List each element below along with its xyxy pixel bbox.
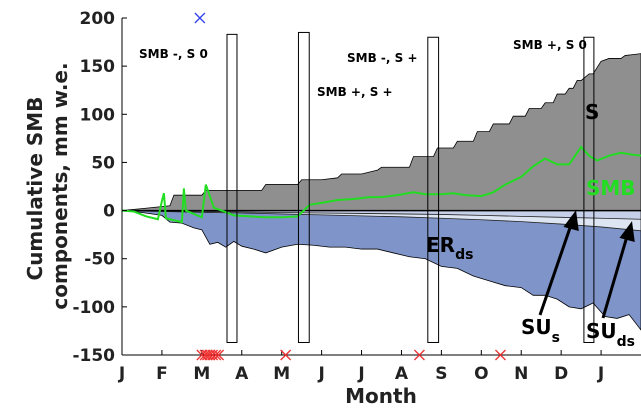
cross-stroke <box>210 349 222 361</box>
period-label-1: SMB -, S 0 <box>139 47 208 61</box>
cross-stroke <box>280 349 292 361</box>
marker-layer <box>194 12 506 361</box>
red-cross-marker <box>213 349 225 361</box>
red-cross-marker <box>210 349 222 361</box>
area-layer <box>122 53 641 331</box>
x-tick-label: D <box>554 364 568 384</box>
y-axis-title-line-1: Cumulative SMB <box>23 97 47 281</box>
blue-cross-marker <box>194 12 206 24</box>
x-tick-label: J <box>317 364 324 384</box>
y-tick-label: 0 <box>103 202 115 222</box>
x-tick-label: M <box>273 364 290 384</box>
cross-stroke <box>201 349 213 361</box>
su-ds-label: SUds <box>586 319 635 350</box>
line-layer <box>122 145 641 224</box>
period-box-3 <box>427 36 440 343</box>
axes: -150 -100 -50 0 50 100 150 200 J F M A M J J A S O N D J <box>72 9 641 384</box>
x-tick-label: J <box>597 364 604 384</box>
cross-stroke <box>196 349 208 361</box>
red-cross-marker <box>201 349 213 361</box>
area-s <box>122 53 641 211</box>
x-axis-title: Month <box>345 384 417 408</box>
red-cross-marker <box>495 349 506 361</box>
y-tick-label: 200 <box>80 9 116 29</box>
red-cross-marker <box>413 349 425 361</box>
cross-stroke <box>413 349 425 361</box>
red-cross-marker <box>196 349 208 361</box>
x-tick-label: A <box>395 364 409 384</box>
x-tick-label: O <box>474 364 488 384</box>
y-tick-label: -50 <box>84 250 115 270</box>
period-label-2: SMB +, S + <box>317 85 393 99</box>
period-box-1 <box>226 33 238 343</box>
period-label-4: SMB +, S 0 <box>513 38 587 52</box>
smb-line-label: SMB <box>586 176 636 200</box>
su-s-main: SU <box>521 315 552 339</box>
x-tick-label: A <box>235 364 249 384</box>
su-ds-main: SU <box>586 319 617 343</box>
er-ds-label: ERds <box>426 233 473 263</box>
period-box-2 <box>297 31 310 343</box>
er-ds-sub: ds <box>455 247 473 263</box>
x-tick-label: F <box>156 364 168 384</box>
x-tick-label: J <box>357 364 364 384</box>
area-er-ds <box>122 210 641 331</box>
s-area-label: S <box>585 100 599 124</box>
su-s-label: SUs <box>521 315 560 346</box>
area-su-s <box>122 210 641 220</box>
x-tick-label: N <box>514 364 528 384</box>
cross-stroke <box>194 12 206 24</box>
su-s-sub: s <box>552 330 560 346</box>
y-tick-label: -100 <box>72 298 115 318</box>
y-tick-label: 150 <box>80 57 116 77</box>
y-tick-label: -150 <box>72 346 115 366</box>
x-tick-label: J <box>118 364 125 384</box>
y-tick-label: 50 <box>91 153 115 173</box>
y-tick-label: 100 <box>80 105 116 125</box>
smb-line <box>122 145 641 224</box>
period-label-3: SMB -, S + <box>347 51 418 65</box>
period-box-4 <box>583 36 595 343</box>
period-boxes <box>226 31 595 343</box>
su-s-arrow <box>538 210 579 316</box>
x-tick-label: S <box>435 364 447 384</box>
cross-stroke <box>213 349 225 361</box>
su-ds-arrow <box>601 221 635 319</box>
su-ds-sub: ds <box>617 334 635 350</box>
y-axis-title-line-2: components, mm w.e. <box>48 62 72 309</box>
x-tick-label: M <box>193 364 210 384</box>
er-ds-main: ER <box>426 233 455 257</box>
cross-stroke <box>495 349 506 361</box>
red-cross-marker <box>280 349 292 361</box>
y-axis-title: Cumulative SMB components, mm w.e. <box>23 62 72 309</box>
